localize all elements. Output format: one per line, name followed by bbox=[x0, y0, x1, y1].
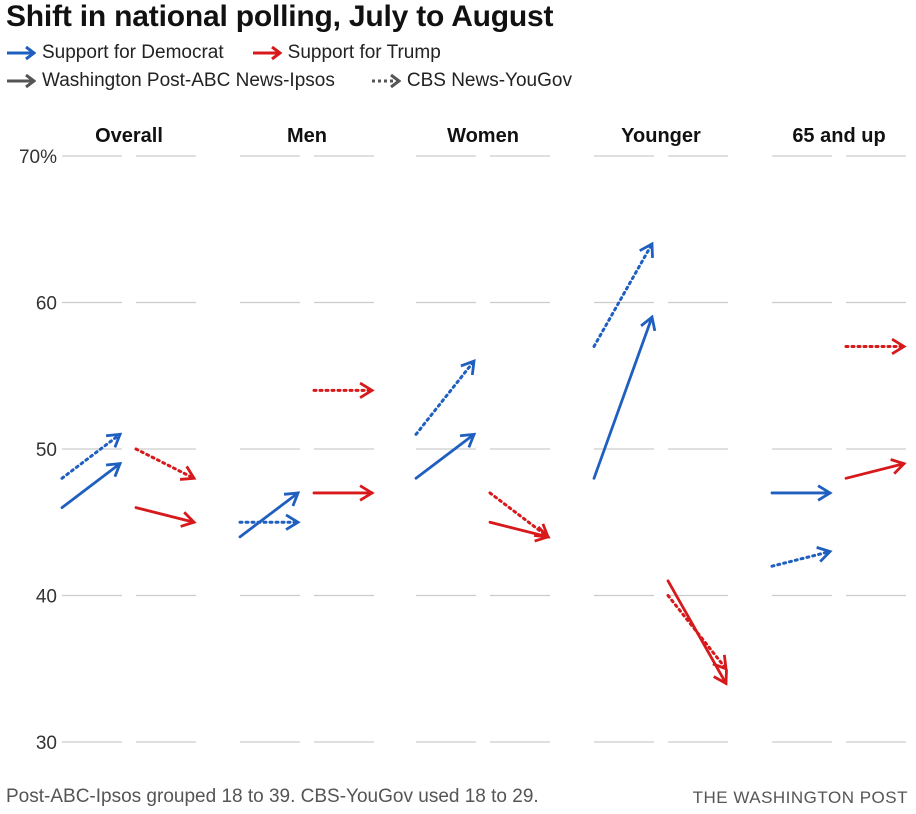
democrat-post-arrow bbox=[592, 315, 654, 480]
democrat-cbs-arrow bbox=[60, 432, 122, 480]
panel-label: Men bbox=[287, 125, 327, 147]
y-tick-label: 30 bbox=[36, 733, 57, 754]
legend-row-2: Washington Post-ABC News-Ipsos CBS News-… bbox=[6, 70, 600, 92]
trump-post-arrow bbox=[844, 462, 906, 480]
democrat-cbs-arrow bbox=[592, 242, 654, 348]
trump-post-arrow-head bbox=[359, 484, 375, 502]
democrat-cbs-arrow-head bbox=[285, 513, 301, 531]
trump-cbs-arrow bbox=[134, 447, 196, 480]
democrat-post-arrow-head bbox=[105, 462, 123, 478]
chart-title: Shift in national polling, July to Augus… bbox=[6, 0, 554, 33]
legend-label-democrat: Support for Democrat bbox=[42, 42, 224, 63]
democrat-post-arrow-head bbox=[459, 432, 477, 448]
trump-post-arrow-head bbox=[713, 669, 728, 686]
trump-cbs-arrow-head bbox=[359, 381, 375, 399]
panel-label: Younger bbox=[621, 125, 701, 147]
y-tick-label: 70% bbox=[19, 147, 57, 168]
legend-item-trump: Support for Trump bbox=[252, 42, 441, 64]
legend-item-democrat: Support for Democrat bbox=[6, 42, 224, 64]
trump-cbs-arrow-head bbox=[533, 523, 551, 539]
legend-label-trump: Support for Trump bbox=[287, 42, 441, 63]
panel-label: Women bbox=[447, 125, 519, 147]
trump-post-arrow bbox=[488, 520, 550, 539]
trump-post-arrow-head bbox=[890, 458, 907, 475]
democrat-cbs-arrow-head bbox=[816, 546, 833, 563]
panel-label: Overall bbox=[95, 125, 163, 147]
arrow-icon bbox=[7, 74, 36, 88]
democrat-post-arrow bbox=[414, 432, 476, 480]
arrow-icon bbox=[252, 46, 282, 60]
legend-item-cbs: CBS News-YouGov bbox=[371, 70, 572, 92]
y-tick-label: 50 bbox=[36, 440, 57, 461]
democrat-cbs-arrow-head bbox=[460, 359, 476, 376]
trump-post-arrow-head bbox=[180, 511, 197, 528]
democrat-post-arrow-head bbox=[640, 314, 657, 332]
y-tick-label: 60 bbox=[36, 294, 57, 315]
democrat-post-arrow bbox=[60, 462, 122, 510]
credit-label: THE WASHINGTON POST bbox=[692, 788, 908, 807]
democrat-post-arrow-head bbox=[817, 484, 833, 502]
trump-post-arrow bbox=[134, 506, 196, 524]
legend-row-1: Support for Democrat Support for Trump bbox=[6, 42, 469, 64]
source-note: Post-ABC-Ipsos grouped 18 to 39. CBS-You… bbox=[6, 786, 539, 807]
democrat-post-arrow bbox=[238, 491, 300, 539]
democrat-cbs-arrow-head bbox=[105, 432, 123, 448]
panel-label: 65 and up bbox=[792, 125, 885, 147]
legend-item-wapo: Washington Post-ABC News-Ipsos bbox=[6, 70, 335, 92]
trump-cbs-arrow-head bbox=[712, 654, 728, 671]
democrat-post-arrow-head bbox=[283, 491, 301, 507]
trump-cbs-arrow bbox=[488, 491, 550, 539]
dotted-arrow-icon bbox=[371, 74, 401, 88]
democrat-cbs-arrow bbox=[414, 359, 476, 436]
legend-label-wapo: Washington Post-ABC News-Ipsos bbox=[42, 70, 335, 91]
trump-cbs-arrow-head bbox=[891, 337, 907, 355]
arrow-icon bbox=[7, 46, 36, 60]
trump-cbs-arrow-head bbox=[179, 465, 197, 481]
democrat-cbs-arrow-head bbox=[639, 241, 654, 258]
legend-label-cbs: CBS News-YouGov bbox=[406, 70, 572, 91]
trump-cbs-arrow bbox=[666, 594, 728, 671]
democrat-cbs-arrow bbox=[770, 550, 832, 568]
y-tick-label: 40 bbox=[36, 587, 57, 608]
